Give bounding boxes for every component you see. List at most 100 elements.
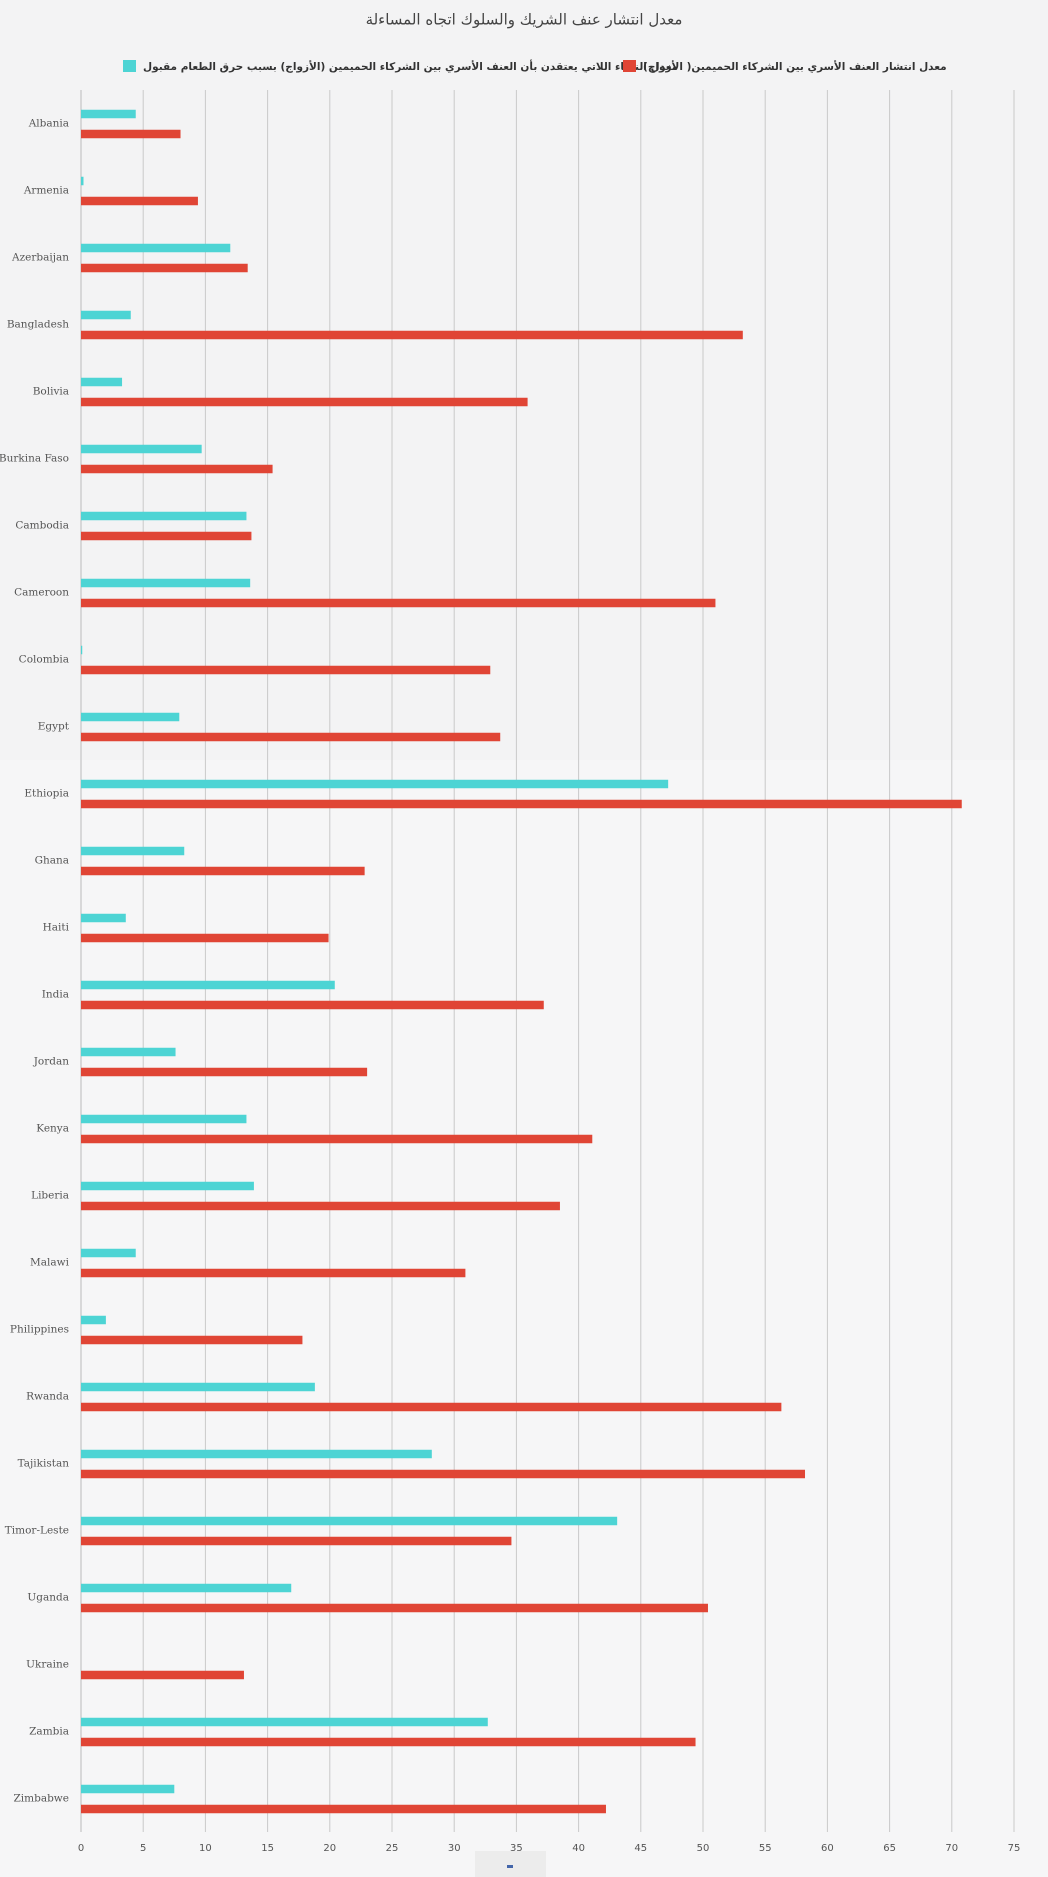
bar — [81, 243, 231, 253]
y-tick-label: Albania — [28, 118, 69, 130]
y-tick-label: India — [42, 989, 69, 1001]
y-tick-label: Armenia — [23, 185, 69, 197]
x-tick-label: 30 — [448, 1843, 461, 1854]
bar — [81, 913, 126, 923]
bar — [81, 531, 252, 541]
bar — [81, 310, 131, 320]
y-tick-label: Jordan — [33, 1056, 70, 1068]
y-tick-label: Timor-Leste — [5, 1525, 69, 1537]
bar — [81, 779, 669, 789]
chart-title: معدل انتشار عنف الشريك والسلوك اتجاه الم… — [366, 11, 683, 29]
x-tick-label: 60 — [821, 1843, 834, 1854]
bar — [81, 1248, 136, 1258]
top-band — [0, 0, 1048, 760]
x-tick-label: 40 — [572, 1843, 585, 1854]
x-tick-label: 75 — [1008, 1843, 1021, 1854]
y-tick-label: Bolivia — [33, 386, 69, 398]
y-tick-label: Azerbaijan — [11, 252, 69, 264]
bar — [81, 1603, 708, 1613]
y-tick-label: Ukraine — [26, 1659, 69, 1671]
y-tick-label: Egypt — [38, 721, 70, 733]
bar — [81, 129, 181, 139]
bar — [81, 1134, 593, 1144]
bar — [81, 980, 335, 990]
bar — [81, 1067, 368, 1077]
x-tick-label: 0 — [78, 1843, 84, 1854]
bar — [81, 1315, 106, 1325]
bar — [81, 799, 962, 809]
bar — [81, 444, 202, 454]
bar — [81, 176, 84, 186]
y-tick-label: Cambodia — [15, 520, 69, 532]
legend-label: معدل النساء اللاتي يعتقدن بأن العنف الأس… — [143, 59, 678, 73]
x-tick-label: 55 — [759, 1843, 772, 1854]
bar — [81, 1717, 488, 1727]
bar — [81, 1670, 244, 1680]
bar — [81, 1469, 806, 1479]
bar — [81, 1784, 175, 1794]
legend-swatch — [623, 60, 636, 72]
y-tick-label: Kenya — [36, 1123, 69, 1135]
y-tick-label: Philippines — [10, 1324, 69, 1336]
x-tick-label: 70 — [945, 1843, 958, 1854]
x-tick-label: 15 — [261, 1843, 274, 1854]
bar — [81, 665, 491, 675]
bar — [81, 846, 185, 856]
bar — [81, 645, 83, 655]
bar — [81, 1268, 466, 1278]
bar — [81, 1000, 544, 1010]
legend-swatch — [123, 60, 136, 72]
x-tick-label: 25 — [386, 1843, 399, 1854]
bar — [81, 578, 251, 588]
y-tick-label: Haiti — [43, 922, 70, 934]
bar — [81, 464, 273, 474]
y-tick-label: Zambia — [29, 1726, 69, 1738]
bar — [81, 263, 248, 273]
bar — [81, 1583, 292, 1593]
bar — [81, 1047, 176, 1057]
bar — [81, 712, 180, 722]
x-tick-label: 10 — [199, 1843, 212, 1854]
tab-dash — [507, 1865, 513, 1868]
legend-label: (معدل انتشار العنف الأسري بين الشركاء ال… — [643, 60, 947, 73]
y-tick-label: Colombia — [19, 654, 69, 666]
bar — [81, 1335, 303, 1345]
y-tick-label: Ethiopia — [24, 788, 69, 800]
y-tick-label: Ghana — [35, 855, 69, 867]
bar — [81, 1536, 512, 1546]
y-tick-label: Liberia — [31, 1190, 69, 1202]
y-tick-label: Burkina Faso — [0, 453, 69, 465]
bar — [81, 933, 329, 943]
bar — [81, 511, 247, 521]
bar — [81, 1402, 782, 1412]
bar — [81, 397, 528, 407]
x-tick-label: 45 — [634, 1843, 647, 1854]
y-tick-label: Zimbabwe — [13, 1793, 69, 1805]
bar — [81, 1516, 618, 1526]
legend: معدل النساء اللاتي يعتقدن بأن العنف الأس… — [123, 59, 947, 73]
x-tick-label: 35 — [510, 1843, 523, 1854]
bar — [81, 866, 365, 876]
y-tick-label: Uganda — [27, 1592, 69, 1604]
bar — [81, 330, 743, 340]
x-tick-label: 50 — [697, 1843, 710, 1854]
x-tick-label: 65 — [883, 1843, 896, 1854]
bar — [81, 1114, 247, 1124]
x-tick-label: 5 — [140, 1843, 146, 1854]
bar — [81, 1804, 606, 1814]
y-tick-label: Tajikistan — [18, 1458, 70, 1470]
bar — [81, 732, 501, 742]
y-tick-label: Rwanda — [26, 1391, 69, 1403]
bar — [81, 1382, 315, 1392]
x-tick-label: 20 — [323, 1843, 336, 1854]
scroll-tab[interactable] — [475, 1851, 546, 1877]
bar — [81, 1181, 254, 1191]
bar — [81, 377, 123, 387]
bar — [81, 109, 136, 119]
y-tick-label: Malawi — [30, 1257, 70, 1269]
bar — [81, 1449, 432, 1459]
bar — [81, 1201, 560, 1211]
bar — [81, 598, 716, 608]
